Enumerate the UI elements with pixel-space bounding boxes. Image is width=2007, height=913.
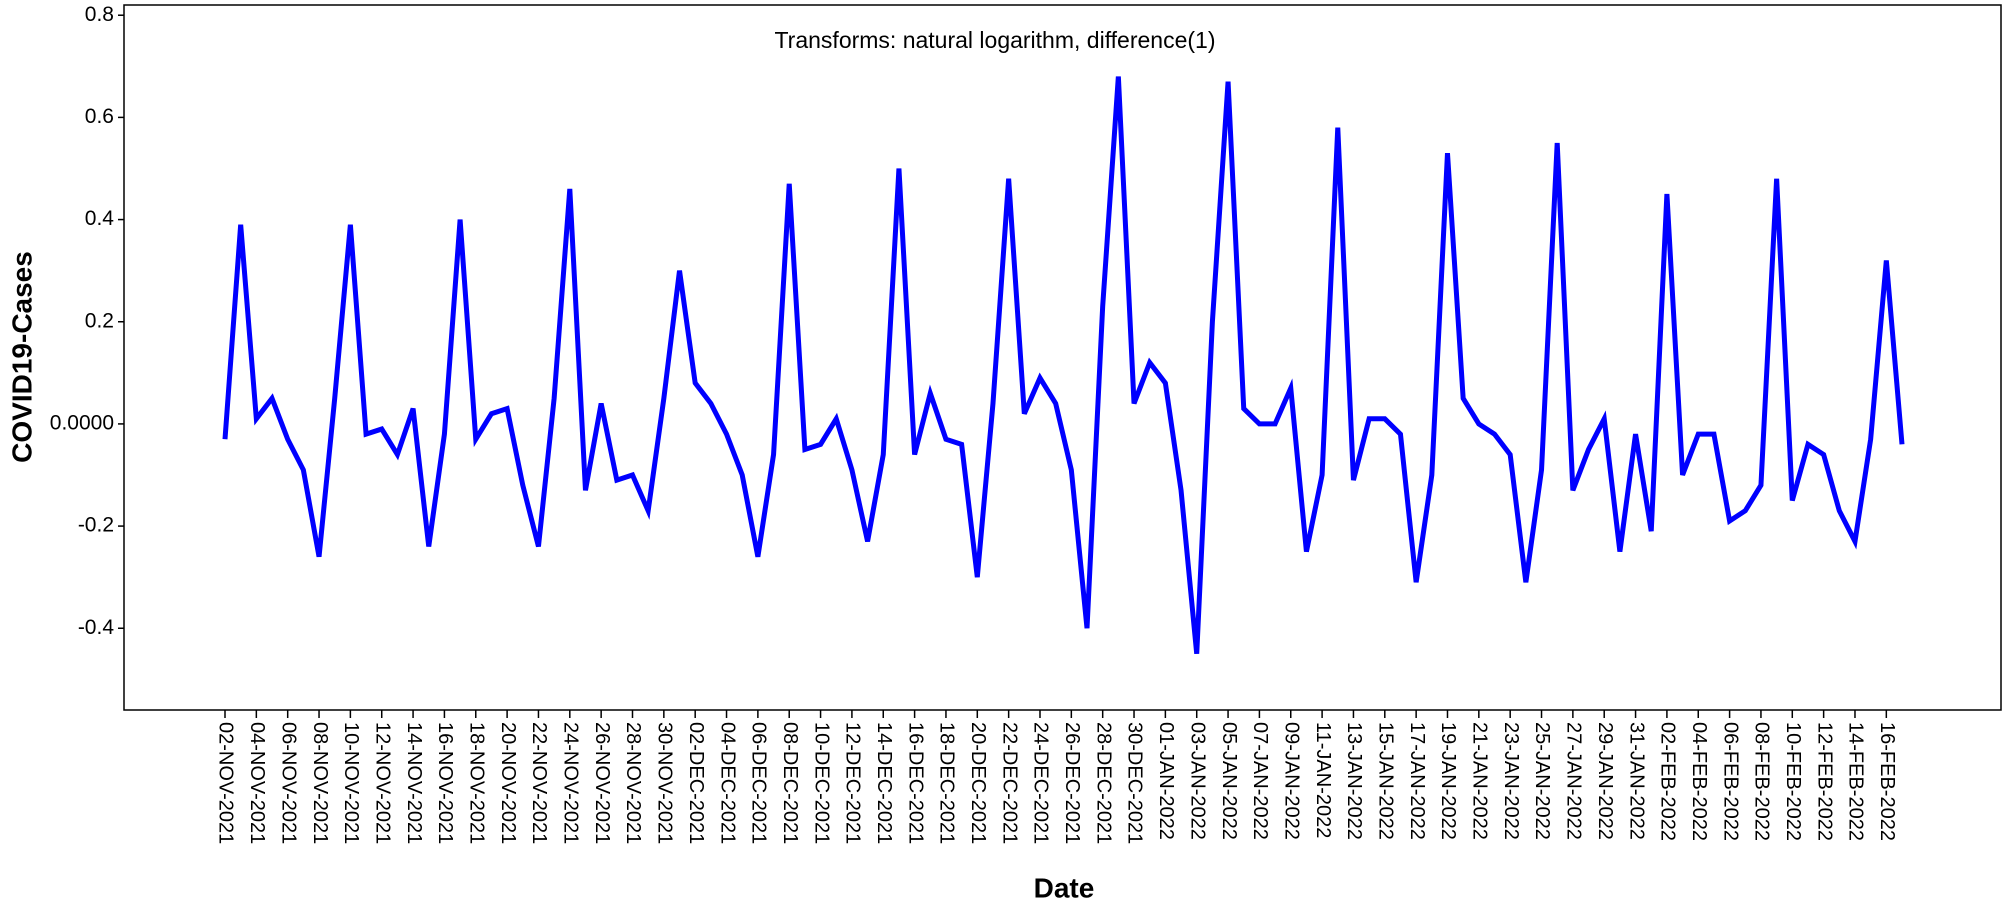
- x-tick-label: 12-DEC-2021: [842, 722, 864, 844]
- x-tick-label: 30-DEC-2021: [1124, 722, 1146, 844]
- x-tick-label: 31-JAN-2022: [1625, 722, 1647, 840]
- x-tick-label: 08-NOV-2021: [309, 722, 331, 844]
- x-tick-label: 27-JAN-2022: [1563, 722, 1585, 840]
- x-tick-label: 18-DEC-2021: [936, 722, 958, 844]
- plot-frame: [123, 4, 2002, 711]
- data-line: [222, 76, 1905, 655]
- x-tick-label: 08-DEC-2021: [779, 722, 801, 844]
- x-tick-label: 10-DEC-2021: [810, 722, 832, 844]
- x-tick-label: 22-DEC-2021: [998, 722, 1020, 844]
- x-tick-label: 16-DEC-2021: [904, 722, 926, 844]
- x-tick-label: 26-NOV-2021: [591, 722, 613, 844]
- x-tick-label: 13-JAN-2022: [1343, 722, 1365, 840]
- x-tick-label: 24-NOV-2021: [560, 722, 582, 844]
- y-tick-label: 0.6: [85, 105, 114, 128]
- x-tick-label: 03-JAN-2022: [1186, 722, 1208, 840]
- annotation: Transforms: natural logarithm, differenc…: [774, 27, 1215, 53]
- x-tick-label: 16-NOV-2021: [434, 722, 456, 844]
- x-tick-label: 05-JAN-2022: [1218, 722, 1240, 840]
- x-tick-label: 06-NOV-2021: [277, 722, 299, 844]
- x-tick-label: 14-DEC-2021: [873, 722, 895, 844]
- x-tick-label: 22-NOV-2021: [528, 722, 550, 844]
- x-tick-label: 10-FEB-2022: [1782, 722, 1804, 841]
- x-tick-label: 14-NOV-2021: [403, 722, 425, 844]
- x-tick-label: 07-JAN-2022: [1249, 722, 1271, 840]
- x-tick-label: 18-NOV-2021: [465, 722, 487, 844]
- x-tick-label: 19-JAN-2022: [1437, 722, 1459, 840]
- x-tick-label: 28-NOV-2021: [622, 722, 644, 844]
- x-tick-label: 12-FEB-2022: [1813, 722, 1835, 841]
- y-tick-label: 0.8: [85, 3, 114, 26]
- x-tick-label: 10-NOV-2021: [340, 722, 362, 844]
- x-tick-label: 11-JAN-2022: [1312, 722, 1334, 838]
- x-tick-label: 02-NOV-2021: [215, 722, 237, 844]
- x-tick-label: 20-NOV-2021: [497, 722, 519, 844]
- y-tick-label: 0.0000: [50, 411, 114, 434]
- y-tick-label: -0.4: [78, 616, 115, 639]
- y-axis-title: COVID19-Cases: [6, 251, 37, 463]
- x-tick-label: 04-DEC-2021: [716, 722, 738, 844]
- y-tick-label: -0.2: [78, 514, 114, 537]
- x-tick-label: 30-NOV-2021: [654, 722, 676, 844]
- x-tick-label: 04-NOV-2021: [246, 722, 268, 844]
- x-tick-label: 15-JAN-2022: [1375, 722, 1397, 840]
- y-tick-label: 0.2: [85, 309, 114, 332]
- x-tick-label: 06-FEB-2022: [1719, 722, 1741, 841]
- x-tick-label: 09-JAN-2022: [1280, 722, 1302, 840]
- x-tick-label: 24-DEC-2021: [1030, 722, 1052, 844]
- x-tick-label: 25-JAN-2022: [1531, 722, 1553, 840]
- x-tick-label: 26-DEC-2021: [1061, 722, 1083, 844]
- x-tick-label: 29-JAN-2022: [1594, 722, 1616, 840]
- x-tick-label: 23-JAN-2022: [1500, 722, 1522, 840]
- x-tick-label: 01-JAN-2022: [1155, 722, 1177, 840]
- x-tick-label: 20-DEC-2021: [967, 722, 989, 844]
- x-tick-label: 12-NOV-2021: [371, 722, 393, 844]
- x-tick-label: 08-FEB-2022: [1751, 722, 1773, 841]
- x-axis-title: Date: [1034, 872, 1095, 903]
- x-tick-label: 14-FEB-2022: [1845, 722, 1867, 841]
- x-tick-label: 16-FEB-2022: [1876, 722, 1898, 841]
- y-tick-label: 0.4: [85, 207, 115, 230]
- x-tick-label: 02-FEB-2022: [1657, 722, 1679, 841]
- x-tick-label: 02-DEC-2021: [685, 722, 707, 844]
- x-tick-label: 06-DEC-2021: [748, 722, 770, 844]
- x-tick-label: 21-JAN-2022: [1469, 722, 1491, 840]
- x-tick-label: 28-DEC-2021: [1092, 722, 1114, 844]
- x-tick-label: 17-JAN-2022: [1406, 722, 1428, 840]
- x-tick-label: 04-FEB-2022: [1688, 722, 1710, 841]
